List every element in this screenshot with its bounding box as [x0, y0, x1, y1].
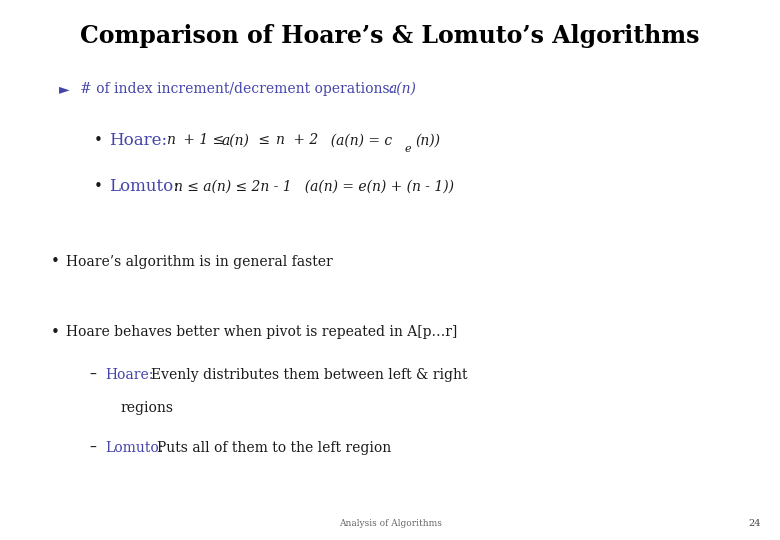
Text: Lomuto:: Lomuto: — [105, 441, 164, 455]
Text: 24: 24 — [748, 519, 760, 528]
Text: ≤: ≤ — [254, 133, 275, 147]
Text: –: – — [90, 368, 97, 382]
Text: n ≤ a(n) ≤ 2n - 1   (a(n) = e(n) + (n - 1)): n ≤ a(n) ≤ 2n - 1 (a(n) = e(n) + (n - 1)… — [174, 179, 454, 193]
Text: Hoare behaves better when pivot is repeated in A[p…r]: Hoare behaves better when pivot is repea… — [66, 325, 458, 339]
Text: Lomuto:: Lomuto: — [109, 178, 179, 195]
Text: n: n — [166, 133, 175, 147]
Text: a(n): a(n) — [388, 82, 417, 96]
Text: Puts all of them to the left region: Puts all of them to the left region — [157, 441, 391, 455]
Text: # of index increment/decrement operations:: # of index increment/decrement operation… — [80, 82, 399, 96]
Text: ►: ► — [58, 82, 69, 96]
Text: Hoare:: Hoare: — [109, 132, 168, 149]
Text: •: • — [94, 179, 102, 194]
Text: Analysis of Algorithms: Analysis of Algorithms — [339, 519, 441, 528]
Text: (a(n) = c: (a(n) = c — [322, 133, 392, 147]
Text: Comparison of Hoare’s & Lomuto’s Algorithms: Comparison of Hoare’s & Lomuto’s Algorit… — [80, 24, 700, 48]
Text: –: – — [90, 441, 97, 455]
Text: •: • — [94, 133, 102, 148]
Text: + 1 ≤: + 1 ≤ — [179, 133, 229, 147]
Text: Evenly distributes them between left & right: Evenly distributes them between left & r… — [151, 368, 467, 382]
Text: a(n): a(n) — [222, 133, 250, 147]
Text: + 2: + 2 — [289, 133, 318, 147]
Text: Hoare:: Hoare: — [105, 368, 154, 382]
Text: (n)): (n)) — [415, 133, 440, 147]
Text: n: n — [275, 133, 284, 147]
Text: •: • — [51, 254, 59, 269]
Text: e: e — [404, 144, 410, 153]
Text: •: • — [51, 325, 59, 340]
Text: regions: regions — [121, 401, 174, 415]
Text: Hoare’s algorithm is in general faster: Hoare’s algorithm is in general faster — [66, 255, 333, 269]
